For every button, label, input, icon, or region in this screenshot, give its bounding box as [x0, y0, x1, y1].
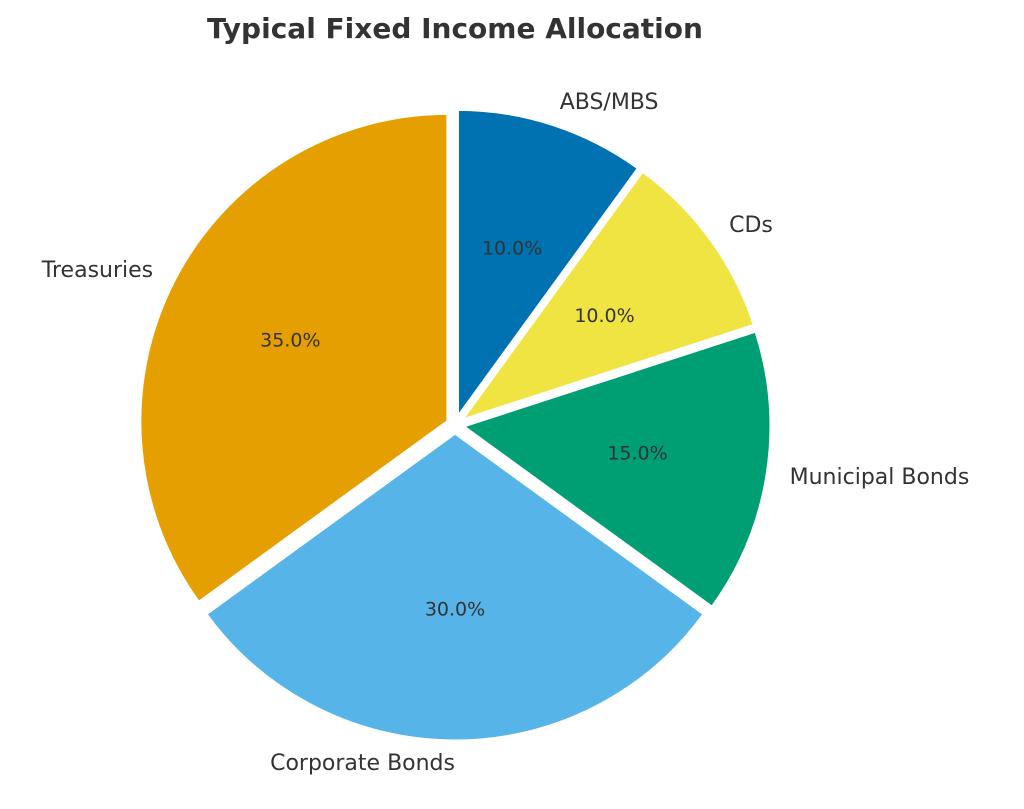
- pie-slice: [457, 169, 757, 424]
- percent-label: 10.0%: [574, 305, 634, 327]
- slice-label: ABS/MBS: [560, 90, 659, 115]
- slice-label: Municipal Bonds: [790, 465, 970, 490]
- chart-title: Typical Fixed Income Allocation: [207, 12, 703, 45]
- slice-label: Corporate Bonds: [270, 751, 455, 776]
- pie-slice: [203, 431, 707, 743]
- pie-slice: [455, 107, 641, 423]
- slice-label: CDs: [729, 213, 773, 238]
- percent-label: 15.0%: [607, 442, 667, 464]
- slice-label: Treasuries: [41, 258, 153, 283]
- percent-label: 30.0%: [425, 598, 485, 620]
- percent-label: 10.0%: [482, 238, 542, 260]
- pie-slice: [459, 329, 773, 610]
- pie-slice: [138, 111, 450, 605]
- percent-label: 35.0%: [260, 330, 320, 352]
